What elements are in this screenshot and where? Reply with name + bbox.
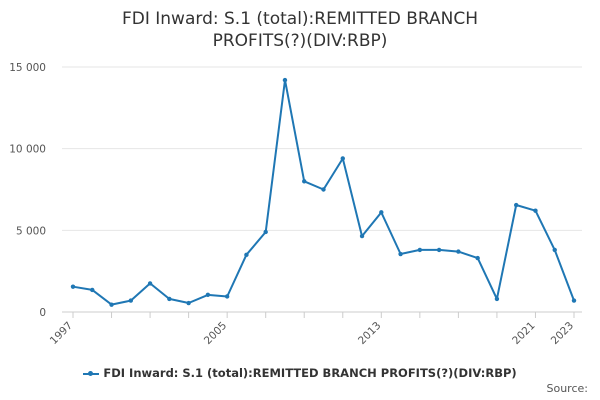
data-point — [475, 255, 480, 261]
y-axis-ticks: 0 5 000 10 000 15 000 — [9, 62, 46, 319]
data-point — [321, 187, 326, 192]
chart-title: FDI Inward: S.1 (total):REMITTED BRANCH … — [121, 9, 478, 51]
data-point — [494, 296, 500, 302]
y-tick-label: 5 000 — [16, 225, 46, 237]
data-point — [436, 247, 442, 253]
data-point — [244, 252, 249, 258]
data-point — [128, 298, 134, 303]
data-point — [340, 156, 345, 161]
gridlines — [62, 66, 582, 231]
legend-label: FDI Inward: S.1 (total):REMITTED BRANCH … — [103, 366, 517, 380]
data-point — [109, 302, 114, 307]
series-layer — [70, 77, 577, 307]
series-line — [72, 79, 575, 306]
data-point — [513, 202, 519, 208]
data-point — [205, 292, 211, 298]
data-point — [70, 284, 76, 289]
data-point — [533, 208, 538, 213]
data-point — [552, 247, 557, 253]
data-point — [571, 298, 577, 303]
x-tick-label: 2023 — [549, 320, 576, 347]
data-point — [379, 210, 384, 215]
data-point — [90, 287, 95, 293]
data-point — [359, 233, 365, 239]
y-tick-label: 0 — [39, 307, 46, 319]
data-point — [147, 281, 153, 286]
data-point — [263, 229, 268, 235]
data-point — [186, 300, 191, 306]
x-tick-label: 2005 — [202, 320, 229, 347]
x-tick-label: 1997 — [48, 320, 75, 347]
legend[interactable]: FDI Inward: S.1 (total):REMITTED BRANCH … — [0, 366, 600, 380]
data-point — [456, 249, 461, 254]
data-point — [417, 247, 423, 253]
legend-swatch — [83, 370, 100, 376]
data-point — [398, 251, 403, 257]
x-tick-label: 2021 — [510, 320, 537, 347]
data-point — [167, 296, 172, 302]
data-point — [224, 294, 230, 299]
source-label[interactable]: Source: — [546, 382, 589, 395]
x-tick-label: 2013 — [356, 320, 383, 347]
data-point — [282, 77, 288, 83]
y-tick-label: 10 000 — [9, 144, 46, 156]
y-tick-label: 15 000 — [9, 62, 46, 74]
x-axis: 1997 2005 2013 2021 2023 — [48, 311, 582, 347]
data-point — [302, 179, 307, 184]
